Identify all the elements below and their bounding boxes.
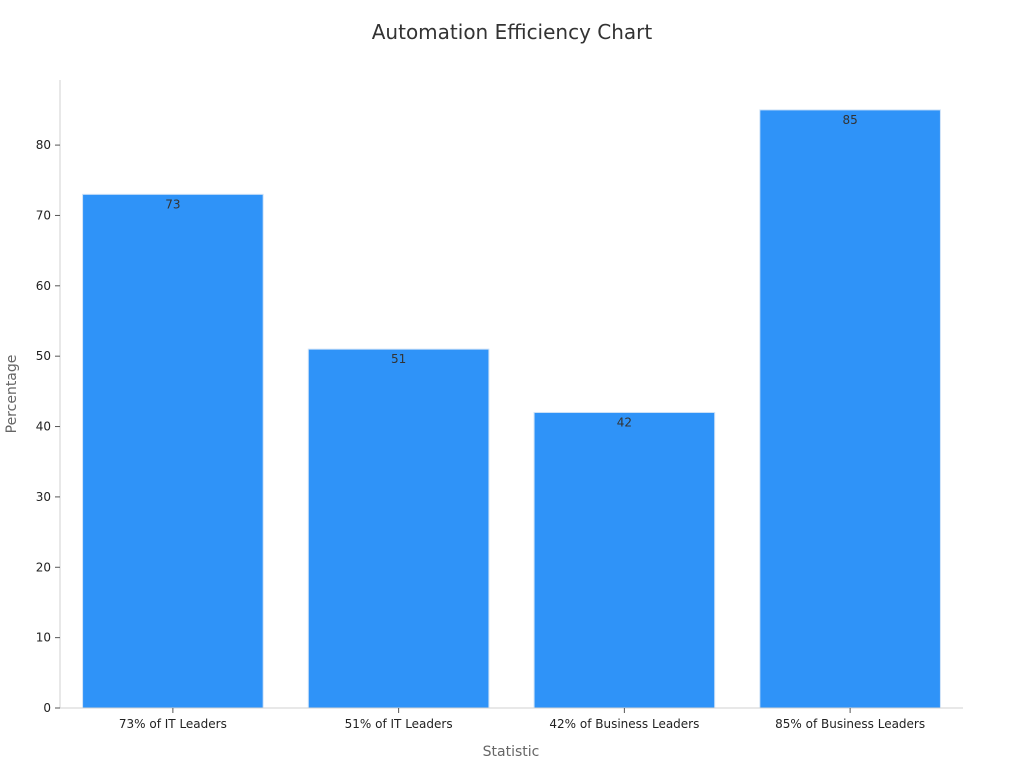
data-label-3: 42	[617, 415, 632, 429]
y-tick-label: 10	[36, 631, 51, 645]
x-tick-label: 51% of IT Leaders	[345, 717, 453, 731]
bar-2	[307, 348, 490, 709]
x-ticks: 73% of IT Leaders 51% of IT Leaders 42% of…	[119, 708, 925, 731]
y-tick-label: 30	[36, 490, 51, 504]
chart-title: Automation Efficiency Chart	[371, 20, 653, 44]
y-tick-label: 0	[43, 701, 51, 715]
y-axis-label: Percentage	[4, 355, 20, 434]
data-label-2: 51	[391, 352, 406, 366]
x-tick-label: 42% of Business Leaders	[549, 717, 699, 731]
data-labels-layer: 73 51 42 85	[165, 113, 858, 430]
y-tick-label: 50	[36, 349, 51, 363]
y-tick-label: 20	[36, 560, 51, 574]
y-tick-label: 40	[36, 420, 51, 434]
y-tick-label: 80	[36, 138, 51, 152]
y-tick-label: 70	[36, 208, 51, 222]
y-ticks: 0 10 20 30 40 50 60 70 80	[36, 138, 60, 715]
x-axis-label: Statistic	[483, 744, 540, 760]
data-label-1: 73	[165, 197, 180, 211]
y-tick-label: 60	[36, 279, 51, 293]
data-label-4: 85	[842, 113, 857, 127]
bar-3	[533, 411, 716, 709]
bar-1	[82, 193, 264, 709]
x-tick-label: 85% of Business Leaders	[775, 717, 925, 731]
x-tick-label: 73% of IT Leaders	[119, 717, 227, 731]
bar-4	[759, 109, 941, 709]
bars-layer	[82, 109, 941, 709]
